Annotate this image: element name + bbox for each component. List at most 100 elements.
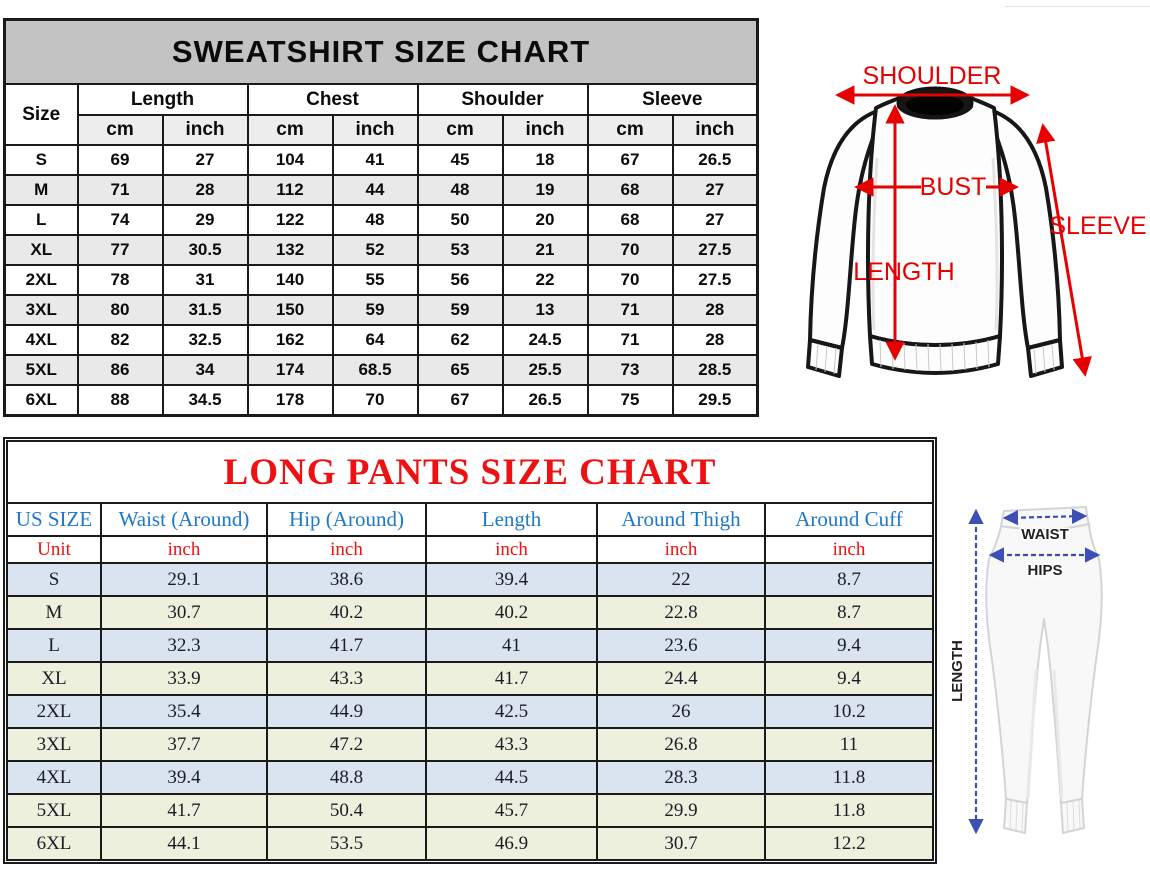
pants-length-label: LENGTH bbox=[949, 640, 966, 702]
us-size-header: US SIZE bbox=[6, 502, 102, 537]
measurement-value: 45.7 bbox=[425, 793, 598, 828]
measurement-value: 53.5 bbox=[266, 826, 427, 861]
pants-measure-arrows: WAIST HIPS LENGTH bbox=[948, 508, 1101, 835]
measurement-value: 11.8 bbox=[763, 793, 935, 828]
size-label: XL bbox=[3, 234, 79, 266]
measurement-value: 174 bbox=[246, 354, 334, 386]
measurement-value: 41.7 bbox=[425, 661, 598, 696]
unit-header: inch bbox=[671, 114, 759, 146]
measurement-value: 30.7 bbox=[596, 826, 766, 861]
measurement-value: 50.4 bbox=[266, 793, 427, 828]
measurement-value: 25.5 bbox=[501, 354, 589, 386]
size-label: 3XL bbox=[6, 727, 102, 762]
length-group-header: Length bbox=[76, 83, 249, 116]
measurement-value: 41 bbox=[331, 144, 419, 176]
measurement-value: 29.9 bbox=[596, 793, 766, 828]
measurement-value: 27 bbox=[671, 174, 759, 206]
unit-header: cm bbox=[416, 114, 504, 146]
measurement-value: 67 bbox=[586, 144, 674, 176]
measurement-value: 12.2 bbox=[763, 826, 935, 861]
thigh-header: Around Thigh bbox=[596, 502, 766, 537]
measurement-value: 70 bbox=[331, 384, 419, 417]
sweatshirt-row-5XL: 5XL 86 34 174 68.5 65 25.5 73 28.5 bbox=[3, 354, 759, 386]
size-label: L bbox=[3, 204, 79, 236]
measurement-value: 37.7 bbox=[100, 727, 268, 762]
unit-header: cm bbox=[76, 114, 164, 146]
pants-row-3XL: 3XL 37.7 47.2 43.3 26.8 11 bbox=[6, 727, 935, 762]
pants-row-S: S 29.1 38.6 39.4 22 8.7 bbox=[6, 562, 935, 597]
cropped-edge-artifact bbox=[1005, 6, 1150, 7]
pants-measurement-figure: WAIST HIPS LENGTH bbox=[948, 506, 1103, 835]
measurement-value: 44.5 bbox=[425, 760, 598, 795]
measurement-value: 42.5 bbox=[425, 694, 598, 729]
measurement-value: 80 bbox=[76, 294, 164, 326]
size-label: S bbox=[6, 562, 102, 597]
sweatshirt-row-2XL: 2XL 78 31 140 55 56 22 70 27.5 bbox=[3, 264, 759, 296]
measurement-value: 22.8 bbox=[596, 595, 766, 630]
unit-row-label: Unit bbox=[6, 535, 102, 564]
measurement-value: 28 bbox=[671, 324, 759, 356]
measurement-value: 62 bbox=[416, 324, 504, 356]
measurement-value: 30.5 bbox=[161, 234, 249, 266]
measurement-value: 65 bbox=[416, 354, 504, 386]
measurement-value: 41 bbox=[425, 628, 598, 663]
unit-cell: inch bbox=[425, 535, 598, 564]
measurement-value: 56 bbox=[416, 264, 504, 296]
measurement-value: 43.3 bbox=[425, 727, 598, 762]
measurement-value: 34.5 bbox=[161, 384, 249, 417]
measurement-value: 104 bbox=[246, 144, 334, 176]
size-label: 2XL bbox=[6, 694, 102, 729]
pants-header-row: US SIZE Waist (Around) Hip (Around) Leng… bbox=[6, 502, 935, 537]
measurement-value: 13 bbox=[501, 294, 589, 326]
waist-label: WAIST bbox=[1021, 526, 1069, 543]
waist-header: Waist (Around) bbox=[100, 502, 268, 537]
measurement-value: 74 bbox=[76, 204, 164, 236]
size-label: M bbox=[6, 595, 102, 630]
bust-label: BUST bbox=[920, 173, 987, 201]
measurement-value: 20 bbox=[501, 204, 589, 236]
measurement-value: 68 bbox=[586, 174, 674, 206]
measurement-value: 39.4 bbox=[100, 760, 268, 795]
measurement-value: 24.5 bbox=[501, 324, 589, 356]
pants-row-2XL: 2XL 35.4 44.9 42.5 26 10.2 bbox=[6, 694, 935, 729]
measurement-value: 68 bbox=[586, 204, 674, 236]
measurement-value: 48 bbox=[331, 204, 419, 236]
measurement-value: 8.7 bbox=[763, 562, 935, 597]
measurement-value: 140 bbox=[246, 264, 334, 296]
measurement-value: 55 bbox=[331, 264, 419, 296]
pants-row-6XL: 6XL 44.1 53.5 46.9 30.7 12.2 bbox=[6, 826, 935, 861]
measurement-value: 11.8 bbox=[763, 760, 935, 795]
measurement-value: 9.4 bbox=[763, 628, 935, 663]
pants-row-XL: XL 33.9 43.3 41.7 24.4 9.4 bbox=[6, 661, 935, 696]
measurement-value: 29.1 bbox=[100, 562, 268, 597]
measurement-value: 43.3 bbox=[266, 661, 427, 696]
measurement-value: 28.5 bbox=[671, 354, 759, 386]
measurement-value: 162 bbox=[246, 324, 334, 356]
measurement-value: 86 bbox=[76, 354, 164, 386]
measurement-value: 70 bbox=[586, 234, 674, 266]
size-label: XL bbox=[6, 661, 102, 696]
hips-label: HIPS bbox=[1027, 562, 1062, 579]
measurement-value: 45 bbox=[416, 144, 504, 176]
measurement-value: 64 bbox=[331, 324, 419, 356]
measurement-value: 68.5 bbox=[331, 354, 419, 386]
cuff-header: Around Cuff bbox=[763, 502, 935, 537]
size-label: 5XL bbox=[3, 354, 79, 386]
sweatshirt-measurement-figure: SHOULDER BUST LENGTH SLEEVE bbox=[806, 62, 1147, 378]
measurement-value: 10.2 bbox=[763, 694, 935, 729]
measurement-value: 22 bbox=[501, 264, 589, 296]
measurement-value: 48 bbox=[416, 174, 504, 206]
measurement-value: 53 bbox=[416, 234, 504, 266]
size-label: L bbox=[6, 628, 102, 663]
measurement-value: 27.5 bbox=[671, 234, 759, 266]
measurement-value: 28.3 bbox=[596, 760, 766, 795]
unit-header: inch bbox=[501, 114, 589, 146]
measurement-value: 28 bbox=[671, 294, 759, 326]
size-label: 6XL bbox=[3, 384, 79, 417]
size-label: 6XL bbox=[6, 826, 102, 861]
size-column-header: Size bbox=[3, 83, 79, 146]
measurement-value: 44.1 bbox=[100, 826, 268, 861]
measurement-value: 52 bbox=[331, 234, 419, 266]
sweatshirt-size-chart-table: SWEATSHIRT SIZE CHART Size Length Chest … bbox=[3, 18, 760, 417]
pants-row-5XL: 5XL 41.7 50.4 45.7 29.9 11.8 bbox=[6, 793, 935, 828]
